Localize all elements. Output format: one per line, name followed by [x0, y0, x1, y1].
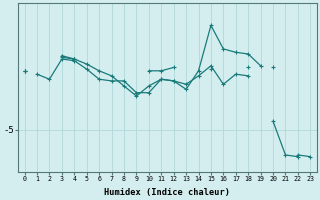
X-axis label: Humidex (Indice chaleur): Humidex (Indice chaleur) [104, 188, 230, 197]
